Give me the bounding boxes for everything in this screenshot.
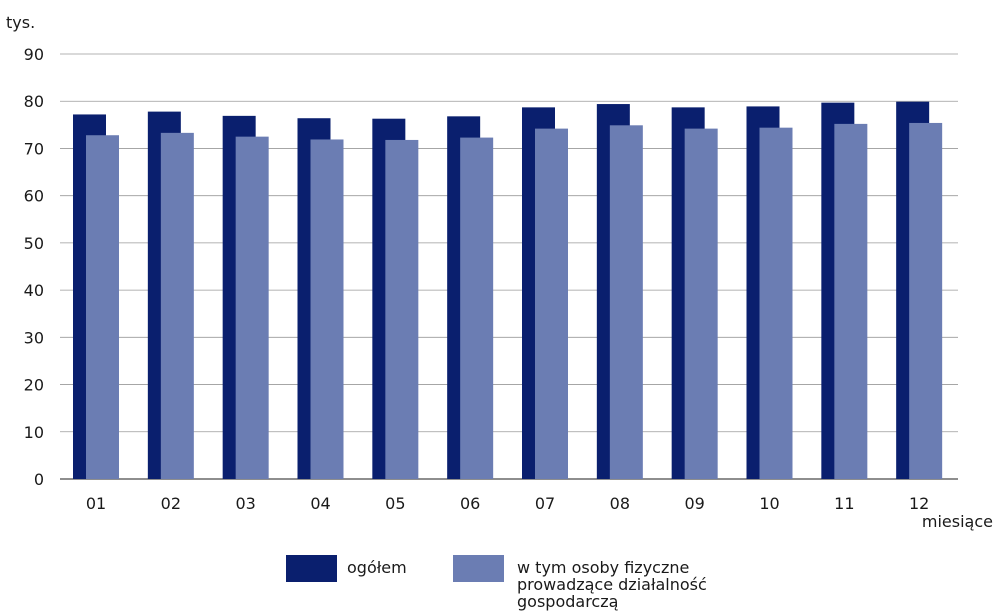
y-tick-label: 60 [24,187,44,206]
x-tick-label: 06 [460,494,480,513]
x-tick-label: 03 [235,494,255,513]
y-tick-label: 0 [34,470,44,489]
bar-osoby-fizyczne [684,128,718,479]
y-tick-label: 10 [24,423,44,442]
x-tick-label: 11 [834,494,854,513]
bar-osoby-fizyczne [160,132,194,479]
bar-osoby-fizyczne [759,127,793,480]
bar-osoby-fizyczne [834,123,868,479]
y-tick-label: 20 [24,376,44,395]
y-tick-label: 90 [24,45,44,64]
x-tick-label: 10 [759,494,779,513]
y-tick-label: 50 [24,234,44,253]
x-tick-label: 08 [610,494,630,513]
x-tick-label: 01 [86,494,106,513]
x-tick-label: 04 [310,494,330,513]
bar-osoby-fizyczne [235,136,269,479]
bar-osoby-fizyczne [909,122,943,479]
legend-label: ogółem [347,558,407,577]
bar-osoby-fizyczne [535,128,568,479]
y-tick-labels: 0 10 20 30 40 50 60 70 80 90 [24,45,44,489]
x-tick-labels: 01 02 03 04 05 06 07 08 09 10 11 12 [86,494,930,513]
bar-osoby-fizyczne [609,125,643,480]
legend-label: gospodarczą [517,592,618,611]
bar-osoby-fizyczne [460,137,494,480]
x-tick-label: 02 [161,494,181,513]
legend-swatch [286,555,337,582]
legend-label: prowadzące działalność [517,575,707,594]
gridlines [60,53,958,480]
x-axis-label: miesiące [922,512,993,531]
bar-osoby-fizyczne [385,139,419,479]
x-tick-label: 07 [535,494,555,513]
bar-osoby-fizyczne [310,139,344,479]
x-tick-label: 12 [909,494,929,513]
y-tick-label: 70 [24,139,44,158]
y-tick-label: 80 [24,92,44,111]
y-tick-label: 30 [24,328,44,347]
x-tick-label: 05 [385,494,405,513]
y-axis-label: tys. [6,13,35,32]
legend-swatch [453,555,504,582]
x-tick-label: 09 [684,494,704,513]
bars [73,101,943,480]
y-tick-label: 40 [24,281,44,300]
legend-label: w tym osoby fizyczne [517,558,689,577]
bar-osoby-fizyczne [86,135,119,479]
